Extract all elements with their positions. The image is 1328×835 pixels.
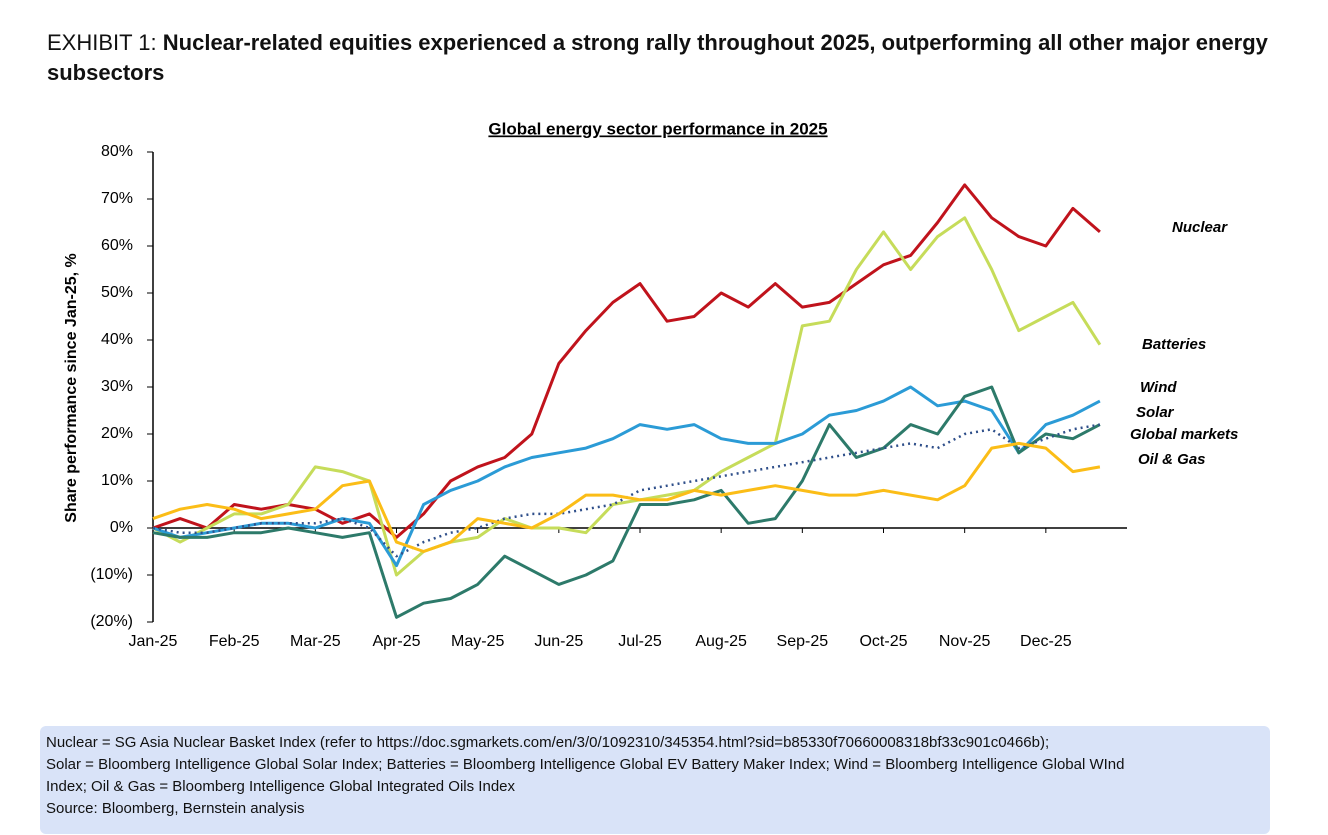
x-tick-label: Nov-25 xyxy=(939,633,991,650)
chart-title: Global energy sector performance in 2025 xyxy=(488,119,827,138)
series-line xyxy=(152,385,1101,568)
footnote-line: Solar = Bloomberg Intelligence Global So… xyxy=(46,756,1125,773)
y-axis-title: Share performance since Jan-25, % xyxy=(63,253,80,522)
x-tick-label: Apr-25 xyxy=(372,633,420,650)
y-tick-label: 50% xyxy=(101,284,133,301)
series-label: Oil & Gas xyxy=(1138,451,1206,468)
x-tick-label: Oct-25 xyxy=(859,633,907,650)
series-line xyxy=(152,183,1101,539)
y-tick-label: (10%) xyxy=(90,566,133,583)
exhibit-title: Nuclear-related equities experienced a s… xyxy=(47,30,1268,85)
footnote-line: Nuclear = SG Asia Nuclear Basket Index (… xyxy=(46,734,1050,751)
exhibit-heading: EXHIBIT 1: Nuclear-related equities expe… xyxy=(47,28,1277,88)
chart: Global energy sector performance in 2025… xyxy=(63,119,1238,650)
y-tick-label: 70% xyxy=(101,190,133,207)
x-tick-label: Jan-25 xyxy=(129,633,178,650)
series-label: Solar xyxy=(1136,404,1175,421)
x-tick-label: Feb-25 xyxy=(209,633,260,650)
footnote: Nuclear = SG Asia Nuclear Basket Index (… xyxy=(40,726,1270,834)
x-tick-label: Jul-25 xyxy=(618,633,662,650)
y-tick-label: (20%) xyxy=(90,613,133,630)
footnote-line: Index; Oil & Gas = Bloomberg Intelligenc… xyxy=(46,778,516,795)
x-tick-label: Aug-25 xyxy=(695,633,747,650)
series-label: Batteries xyxy=(1142,336,1206,353)
source-note: Source: Bloomberg, Bernstein analysis xyxy=(46,800,305,817)
y-tick-label: 0% xyxy=(110,519,133,536)
y-tick-label: 40% xyxy=(101,331,133,348)
x-tick-label: Dec-25 xyxy=(1020,633,1072,650)
x-tick-label: Sep-25 xyxy=(777,633,829,650)
series-label: Wind xyxy=(1140,379,1177,396)
x-tick-label: May-25 xyxy=(451,633,504,650)
y-tick-label: 10% xyxy=(101,472,133,489)
series-line xyxy=(152,216,1102,577)
y-tick-label: 20% xyxy=(101,425,133,442)
series-line xyxy=(152,441,1101,553)
y-tick-label: 80% xyxy=(101,143,133,160)
series-label: Nuclear xyxy=(1172,219,1228,236)
y-tick-label: 30% xyxy=(101,378,133,395)
x-tick-label: Jun-25 xyxy=(534,633,583,650)
x-tick-label: Mar-25 xyxy=(290,633,341,650)
exhibit-label: EXHIBIT 1: xyxy=(47,30,157,55)
series-label: Global markets xyxy=(1130,426,1238,443)
y-tick-label: 60% xyxy=(101,237,133,254)
series-line xyxy=(152,385,1101,619)
